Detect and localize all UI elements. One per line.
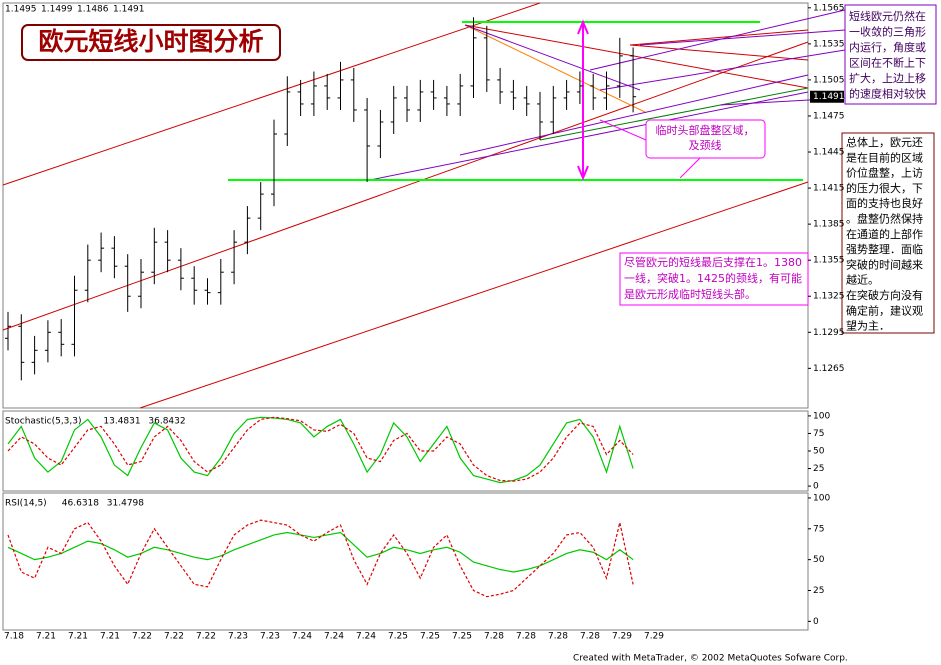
annotation-text: 内运行，角度或 — [849, 40, 926, 54]
x-tick-label: 7.21 — [68, 632, 88, 642]
note-box — [844, 4, 937, 105]
indicator-value: 36.8432 — [148, 417, 185, 427]
y-tick-label: 1.1505 — [813, 75, 845, 85]
y-tick-label: 25 — [813, 464, 824, 474]
annotation-text: 一线，突破1。1425的颈线，有可能 — [624, 271, 802, 285]
annotation-text: 突破的时间越来 — [846, 257, 923, 271]
y-tick-label: 0 — [813, 617, 819, 627]
annotation-text: 短线欧元仍然在 — [849, 9, 926, 23]
last-price: 1.1491 — [813, 92, 845, 102]
y-tick-label: 1.1535 — [813, 39, 845, 49]
annotation-text: 望为主． — [846, 320, 890, 333]
trendlines — [2, 2, 846, 409]
header-value: 1.1486 — [77, 5, 109, 15]
x-tick-label: 7.25 — [452, 632, 472, 642]
annotation-text: 扩大，上边上移 — [849, 71, 926, 85]
indicator-title: Stochastic(5,3,3) — [5, 417, 82, 427]
y-tick-label: 1.1565 — [813, 3, 845, 13]
y-tick-label: 0 — [813, 482, 819, 492]
annotation-text: 一收敛的三角形 — [849, 25, 926, 39]
x-tick-label: 7.28 — [484, 632, 504, 642]
x-tick-label: 7.29 — [644, 632, 664, 642]
annotation-text: 强势整理．面临 — [846, 242, 923, 256]
y-tick-label: 100 — [813, 411, 830, 421]
annotation-text: 确定前，建议观 — [846, 303, 923, 317]
note-box — [841, 132, 935, 334]
stochastic-panel — [2, 410, 809, 492]
x-tick-label: 7.25 — [420, 632, 440, 642]
note-box — [645, 119, 766, 159]
note-box — [619, 252, 809, 306]
annotation-text: 面的支持也良好 — [846, 196, 923, 210]
x-tick-label: 7.22 — [132, 632, 152, 642]
y-tick-label: 50 — [813, 555, 825, 565]
annotation-text: 及颈线 — [689, 138, 722, 152]
annotation-text: 是在目前的区域 — [846, 150, 923, 164]
annotation-text: 的速度相对较快 — [849, 87, 926, 101]
x-tick-label: 7.23 — [228, 632, 248, 642]
x-tick-label: 7.28 — [548, 632, 568, 642]
y-tick-label: 1.1475 — [813, 111, 845, 121]
annotation-text: 区间在不断上下 — [849, 56, 926, 70]
x-tick-label: 7.29 — [612, 632, 632, 642]
x-tick-label: 7.18 — [4, 632, 24, 642]
x-tick-label: 7.21 — [100, 632, 120, 642]
y-tick-label: 1.1445 — [813, 148, 845, 158]
annotation-text: 在通道的上部作 — [846, 227, 923, 241]
y-tick-label: 1.1325 — [813, 292, 845, 302]
x-tick-label: 7.21 — [36, 632, 56, 642]
annotation-text: 是欧元形成临时短线头部。 — [624, 287, 756, 301]
y-tick-label: 1.1355 — [813, 256, 845, 266]
y-tick-label: 1.1415 — [813, 184, 845, 194]
last-price-box — [810, 90, 844, 103]
y-tick-label: 75 — [813, 524, 824, 534]
annotation-text: 。盘整仍然保持 — [846, 212, 923, 226]
annotation-text: 临时头部盘整区域， — [656, 123, 755, 137]
indicator-line — [7, 416, 634, 482]
y-tick-label: 1.1385 — [813, 220, 845, 230]
x-tick-label: 7.22 — [196, 632, 216, 642]
x-tick-label: 7.24 — [292, 632, 312, 642]
header-value: 1.1491 — [113, 5, 145, 15]
rsi-panel — [2, 492, 809, 631]
x-tick-label: 7.23 — [260, 632, 280, 642]
indicator-value: 13.4831 — [103, 417, 140, 427]
header-value: 1.1499 — [41, 5, 73, 15]
x-tick-label: 7.28 — [516, 632, 536, 642]
y-tick-label: 25 — [813, 586, 824, 596]
x-tick-label: 7.24 — [324, 632, 344, 642]
footer: Created with MetaTrader, © 2002 MetaQuot… — [573, 654, 848, 664]
y-tick-label: 50 — [813, 447, 825, 457]
annotation-text: 价位盘整，上访 — [846, 166, 923, 180]
header-value: 1.1495 — [5, 5, 37, 15]
indicator-value: 46.6318 — [62, 499, 99, 509]
x-tick-label: 7.24 — [356, 632, 376, 642]
annotation-text: 的压力很大，下 — [846, 181, 923, 195]
indicator-line — [7, 519, 634, 598]
annotation-text: 总体上，欧元还 — [846, 135, 923, 149]
price-panel — [2, 2, 809, 409]
x-tick-label: 7.25 — [388, 632, 408, 642]
annotation-text: 越近。 — [846, 273, 879, 287]
x-tick-label: 7.22 — [164, 632, 184, 642]
indicator-title: RSI(14,5) — [5, 499, 47, 509]
y-tick-label: 1.1265 — [813, 364, 845, 374]
y-tick-label: 75 — [813, 429, 824, 439]
annotation-text: 在突破方向没有 — [846, 288, 923, 302]
chart-title: 欧元短线小时图分析 — [38, 27, 263, 56]
annotation-text: 尽管欧元的短线最后支撑在1。1380 — [624, 255, 802, 269]
y-tick-label: 1.1295 — [813, 328, 845, 338]
title-box — [21, 24, 281, 61]
x-tick-label: 7.28 — [580, 632, 600, 642]
indicator-value: 31.4798 — [107, 499, 144, 509]
indicator-line — [7, 416, 634, 484]
y-tick-label: 100 — [813, 493, 830, 503]
